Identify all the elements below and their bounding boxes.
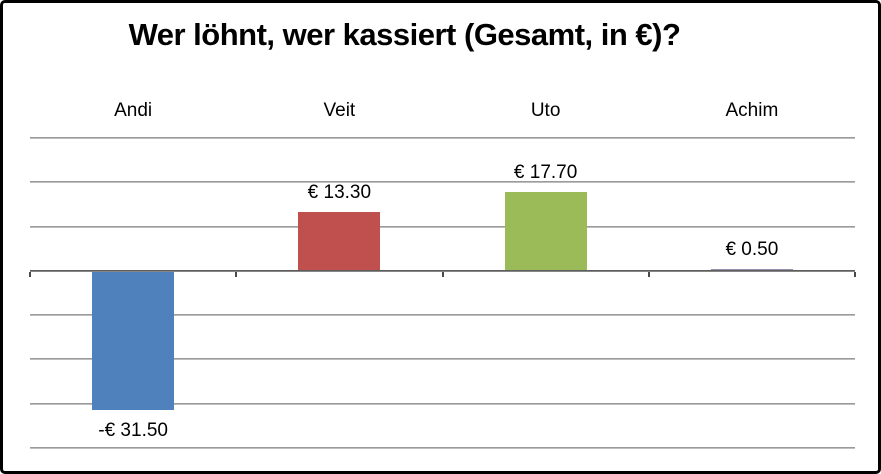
axis-tick [29, 271, 31, 277]
gridline--30 [30, 402, 855, 405]
x-axis-zero-line [30, 269, 855, 272]
axis-tick [854, 271, 856, 277]
data-label-uto: € 17.70 [513, 162, 578, 184]
bar-veit[interactable] [298, 211, 381, 271]
category-label-andi: Andi [114, 100, 153, 121]
data-label-achim: € 0.50 [725, 238, 779, 260]
data-label-veit: € 13.30 [307, 181, 372, 203]
axis-tick [441, 271, 444, 277]
gridline-20 [30, 181, 855, 184]
bar-achim[interactable] [710, 268, 793, 271]
axis-tick [235, 271, 238, 277]
bar-uto[interactable] [504, 192, 587, 271]
data-label-andi: -€ 31.50 [98, 420, 168, 442]
category-label-achim: Achim [725, 100, 779, 121]
gridline--40 [30, 447, 855, 449]
category-label-veit: Veit [323, 100, 356, 121]
bar-andi[interactable] [92, 270, 175, 411]
gridline--10 [30, 314, 855, 317]
category-label-uto: Uto [530, 100, 561, 121]
gridline-30 [30, 137, 855, 139]
chart-title: Wer löhnt, wer kassiert (Gesamt, in €)? [128, 17, 681, 52]
gridline--20 [30, 358, 855, 361]
gridline-10 [30, 225, 855, 228]
axis-tick [647, 271, 650, 277]
